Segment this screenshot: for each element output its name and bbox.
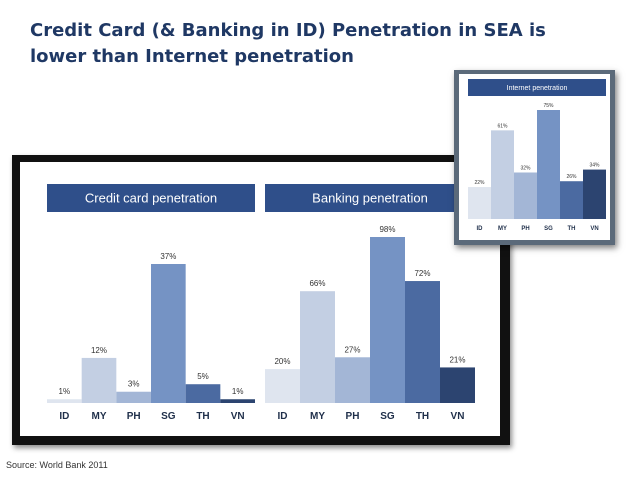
banking-tick-ph: PH xyxy=(346,411,360,422)
internet-value-label-my: 61% xyxy=(497,123,508,129)
internet-tick-th: TH xyxy=(568,226,576,232)
credit-tick-th: TH xyxy=(196,411,209,422)
banking-tick-sg: SG xyxy=(380,411,395,422)
banking-value-label-id: 20% xyxy=(274,357,290,366)
internet-bar-id xyxy=(468,187,491,219)
internet-bar-vn xyxy=(583,169,606,219)
internet-value-label-sg: 75% xyxy=(543,103,554,109)
banking-value-label-vn: 21% xyxy=(449,355,465,364)
banking-chart-title: Banking penetration xyxy=(312,191,428,206)
source-note: Source: World Bank 2011 xyxy=(6,460,108,470)
credit-bar-my xyxy=(81,357,117,403)
credit-chart: Credit card penetration 1% ID 12% MY 3% PH 37% S… xyxy=(47,184,255,422)
internet-bar-ph xyxy=(514,172,537,219)
internet-tick-sg: SG xyxy=(544,226,553,232)
banking-bar-my xyxy=(300,291,335,403)
banking-value-label-ph: 27% xyxy=(344,345,360,354)
banking-bar-th xyxy=(405,281,440,403)
credit-value-label-vn: 1% xyxy=(232,387,244,396)
banking-chart: Banking penetration 20% ID 66% MY 27% PH 98% SG 7… xyxy=(265,184,475,422)
internet-tick-id: ID xyxy=(477,226,484,232)
credit-value-label-ph: 3% xyxy=(128,380,140,389)
credit-tick-id: ID xyxy=(59,411,69,422)
credit-value-label-sg: 37% xyxy=(160,252,176,261)
credit-tick-my: MY xyxy=(92,411,107,422)
credit-bar-th xyxy=(185,384,221,403)
credit-tick-sg: SG xyxy=(161,411,176,422)
credit-tick-ph: PH xyxy=(127,411,141,422)
banking-bar-id xyxy=(265,369,300,403)
credit-bar-id xyxy=(47,399,82,403)
banking-bar-vn xyxy=(440,367,475,403)
internet-chart: Internet penetration 22% ID 61% MY 32% PH 75% SG… xyxy=(468,79,606,232)
banking-value-label-th: 72% xyxy=(414,269,430,278)
internet-bar-my xyxy=(491,130,514,219)
credit-bar-ph xyxy=(116,391,151,403)
credit-bar-sg xyxy=(151,264,186,403)
banking-bar-ph xyxy=(335,357,370,403)
internet-value-label-ph: 32% xyxy=(520,165,531,171)
credit-chart-title: Credit card penetration xyxy=(85,191,217,206)
credit-bar-vn xyxy=(220,399,255,403)
banking-bar-sg xyxy=(370,237,405,403)
banking-tick-my: MY xyxy=(310,411,325,422)
internet-value-label-th: 26% xyxy=(566,174,577,180)
internet-tick-my: MY xyxy=(498,226,507,232)
internet-chart-title: Internet penetration xyxy=(507,85,568,92)
banking-value-label-my: 66% xyxy=(309,279,325,288)
internet-bar-th xyxy=(560,181,583,219)
internet-tick-vn: VN xyxy=(590,226,598,232)
credit-value-label-id: 1% xyxy=(59,387,71,396)
internet-tick-ph: PH xyxy=(521,226,529,232)
banking-header-band xyxy=(265,184,475,212)
internet-header-band xyxy=(468,79,606,96)
internet-value-label-vn: 34% xyxy=(589,163,600,169)
banking-tick-id: ID xyxy=(278,411,288,422)
credit-value-label-th: 5% xyxy=(197,372,209,381)
internet-bar-sg xyxy=(537,110,560,219)
credit-header-band xyxy=(47,184,255,212)
banking-tick-th: TH xyxy=(416,411,429,422)
credit-tick-vn: VN xyxy=(231,411,245,422)
banking-tick-vn: VN xyxy=(451,411,465,422)
page-title: Credit Card (& Banking in ID) Penetratio… xyxy=(30,20,546,67)
credit-value-label-my: 12% xyxy=(91,346,107,355)
banking-value-label-sg: 98% xyxy=(379,225,395,234)
internet-value-label-id: 22% xyxy=(474,180,485,186)
